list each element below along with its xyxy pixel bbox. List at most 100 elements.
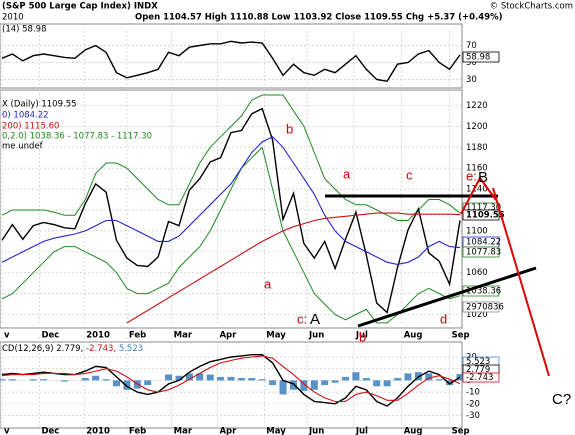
annotation: e: <box>466 168 477 183</box>
series-line <box>1 136 461 265</box>
histogram-bar <box>144 380 152 386</box>
price-frame <box>0 89 463 329</box>
y-tick-label: 1220 <box>466 101 488 111</box>
x-tick-label: Dec <box>41 331 59 341</box>
x-tick-label: v <box>4 427 10 435</box>
annotation: c <box>406 167 413 182</box>
price-legend: X (Daily) 1109.55 <box>2 100 77 110</box>
label-box <box>462 246 500 258</box>
value-label: 5.523 <box>466 357 490 367</box>
x-tick-label: Mar <box>174 427 193 435</box>
label-box <box>462 209 500 221</box>
header-quote: Open 1104.57 High 1110.88 Low 1103.92 Cl… <box>135 13 503 23</box>
histogram-bar <box>123 380 131 390</box>
histogram-bar <box>29 379 37 381</box>
histogram-bar <box>0 379 6 381</box>
histogram-bar <box>8 379 16 381</box>
histogram-bar <box>394 378 402 381</box>
histogram-bar <box>321 380 329 386</box>
x-tick-label: Jul <box>355 331 368 341</box>
histogram-bar <box>435 379 443 381</box>
value-label: 1109.55 <box>466 211 505 221</box>
value-label: 1077.83 <box>466 248 501 258</box>
y-tick-label: 1060 <box>466 268 488 278</box>
label-box <box>462 372 500 383</box>
histogram-bar <box>113 380 120 387</box>
annotation: c: <box>297 311 307 326</box>
series-line <box>126 212 461 324</box>
note: me undef <box>2 142 44 152</box>
support-line <box>357 266 537 328</box>
histogram-bar <box>206 374 214 381</box>
ma200-legend: 200) 1115.60 <box>2 122 59 132</box>
annotation: A <box>310 311 320 328</box>
histogram-bar <box>196 373 204 381</box>
histogram-bar <box>60 380 68 382</box>
series-line <box>1 146 461 324</box>
x-tick-label: Dec <box>41 427 59 435</box>
histogram-bar <box>373 380 381 387</box>
header-date: 2010 <box>2 13 24 23</box>
y-tick-label: 1160 <box>466 164 488 174</box>
x-tick-label: Feb <box>129 427 146 435</box>
histogram-bar <box>237 378 245 381</box>
histogram-bar <box>289 380 297 390</box>
label-box <box>462 51 500 63</box>
header-title: (S&P 500 Large Cap Index) INDX <box>2 2 158 12</box>
series-line <box>1 40 461 82</box>
histogram-bar <box>248 378 256 381</box>
bb-legend: 0,2.0) 1038.36 - 1077.83 - 1117.30 <box>2 132 152 142</box>
rsi-legend: (14) 58.98 <box>2 25 46 35</box>
annotation: b <box>359 329 366 344</box>
value-label: 1117.30 <box>466 203 501 213</box>
value-label: 2970836 <box>466 303 504 313</box>
annotation: C? <box>552 391 571 408</box>
value-label: 1038.36 <box>466 287 501 297</box>
histogram-bar <box>279 380 287 395</box>
histogram-bar <box>425 373 433 381</box>
histogram-bar <box>342 376 349 381</box>
histogram-bar <box>81 378 89 381</box>
y-tick-label: 1100 <box>466 226 488 236</box>
histogram-bar <box>362 378 370 381</box>
series-line <box>1 354 461 407</box>
annotation: a <box>264 276 272 291</box>
x-tick-label: Feb <box>129 331 146 341</box>
value-label: 1084.22 <box>466 238 501 248</box>
histogram-bar <box>383 380 391 387</box>
annotation: a <box>343 166 351 181</box>
x-tick-label: Sep <box>452 331 470 341</box>
histogram-bar <box>175 375 183 381</box>
x-tick-label: Apr <box>219 427 237 435</box>
histogram-bar <box>310 380 318 390</box>
y-tick-label: 50 <box>466 58 477 68</box>
annotation: B <box>478 169 488 186</box>
y-tick-label: 1020 <box>466 310 488 320</box>
x-tick-label: Jul <box>355 427 368 435</box>
y-tick-label: 1200 <box>466 122 488 132</box>
macd-legend: CD(12,26,9) 2.779, -2.743, 5.523 <box>2 344 143 354</box>
x-tick-label: Aug <box>404 427 423 435</box>
x-tick-label: Sep <box>452 427 470 435</box>
value-label: -2.743 <box>466 373 493 383</box>
x-tick-label: May <box>266 427 286 435</box>
histogram-bar <box>404 373 412 381</box>
series-line <box>1 355 461 403</box>
legend-signal: -2.743, <box>86 344 116 354</box>
x-tick-label: Aug <box>404 331 423 341</box>
histogram-bar <box>269 380 277 386</box>
histogram-bar <box>352 372 360 381</box>
histogram-bar <box>300 380 308 391</box>
histogram-bar <box>185 373 193 381</box>
histogram-bar <box>92 375 100 381</box>
ma-legend: 0) 1084.22 <box>2 111 49 121</box>
histogram-bar <box>102 379 110 381</box>
histogram-bar <box>40 379 48 381</box>
y-tick-label: -10 <box>466 388 480 398</box>
legend-hist: 5.523 <box>119 344 143 354</box>
x-tick-label: 2010 <box>86 331 110 341</box>
value-label: 58.98 <box>466 53 490 63</box>
annotation: b <box>286 121 293 136</box>
x-tick-label: 2010 <box>86 427 110 435</box>
